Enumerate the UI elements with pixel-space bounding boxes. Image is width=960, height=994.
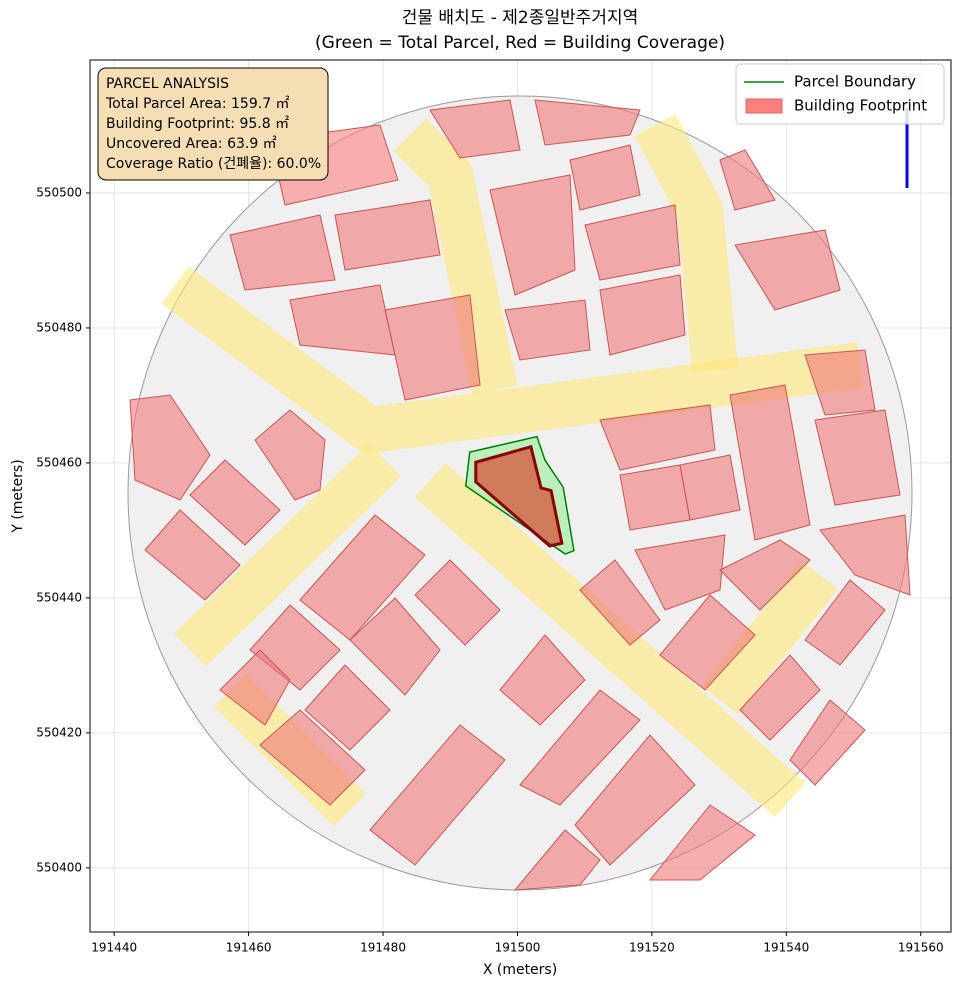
x-tick-label: 191540: [763, 941, 809, 955]
x-axis-label: X (meters): [483, 962, 557, 978]
building: [569, 144, 641, 211]
legend-marker: [745, 98, 783, 114]
building: [259, 709, 366, 806]
road: [393, 118, 518, 395]
building: [219, 649, 291, 726]
building: [804, 579, 886, 666]
x-tick-label: 191520: [629, 941, 675, 955]
x-tick-label: 191500: [495, 941, 541, 955]
building: [719, 149, 776, 211]
x-tick-label: 191480: [360, 941, 406, 955]
building: [189, 459, 281, 546]
building: [299, 514, 426, 641]
legend: [735, 63, 945, 125]
parcel-layer: [464, 435, 575, 555]
annotation-line: Uncovered Area: 63.9 ㎡: [106, 136, 277, 152]
building: [384, 294, 481, 401]
annotation-line: Building Footprint: 95.8 ㎡: [106, 116, 289, 132]
legend-label: Parcel Boundary: [794, 73, 916, 91]
annotation-line: Coverage Ratio (건폐율): 60.0%: [106, 156, 321, 172]
building: [584, 204, 681, 281]
building: [304, 664, 391, 751]
y-tick-label: 550440: [36, 590, 82, 604]
building: [369, 724, 506, 866]
building: [129, 394, 211, 501]
annotation-line: Total Parcel Area: 159.7 ㎡: [105, 96, 290, 112]
building: [429, 99, 521, 159]
building: [789, 699, 866, 786]
annotation-line: PARCEL ANALYSIS: [106, 76, 229, 92]
building: [634, 534, 726, 611]
building: [499, 634, 586, 726]
road: [161, 266, 864, 453]
building-footprint: [474, 444, 564, 548]
building: [599, 404, 716, 471]
road: [414, 462, 806, 818]
chart-subtitle: (Green = Total Parcel, Red = Building Co…: [315, 33, 725, 53]
building: [648, 804, 756, 881]
building: [574, 734, 696, 866]
building: [659, 594, 756, 691]
road: [702, 560, 838, 715]
building: [599, 274, 686, 356]
building: [504, 299, 591, 361]
x-tick-label: 191560: [898, 941, 944, 955]
building: [534, 99, 641, 146]
y-axis-label: Y (meters): [10, 459, 26, 533]
y-tick-label: 550460: [36, 455, 82, 469]
axes-frame: [89, 59, 952, 933]
chart-title: 건물 배치도 - 제2종일반주거지역: [402, 8, 638, 28]
annotation: PARCEL ANALYSIS Total Parcel Area: 159.7 …: [105, 76, 321, 172]
building: [144, 509, 241, 601]
legend-items: Parcel Boundary Building Footprint: [744, 73, 927, 115]
building: [619, 464, 691, 531]
x-tick-label: 191440: [91, 941, 137, 955]
building: [414, 559, 501, 646]
annotation-box: [97, 67, 329, 181]
building: [814, 409, 901, 506]
road: [634, 114, 738, 373]
y-tick-label: 550420: [36, 725, 82, 739]
building: [229, 214, 336, 291]
building: [513, 829, 601, 891]
building: [579, 559, 661, 646]
building: [804, 349, 876, 416]
other-buildings: [129, 99, 911, 891]
building: [819, 514, 911, 596]
y-tick-label: 550480: [36, 320, 82, 334]
building: [679, 454, 741, 521]
x-tick-label: 191460: [226, 941, 272, 955]
building: [739, 654, 821, 741]
building: [349, 597, 441, 696]
building: [719, 539, 811, 611]
building: [489, 174, 576, 296]
building: [254, 409, 326, 501]
building: [519, 689, 641, 806]
building: [729, 384, 811, 541]
building: [334, 199, 441, 271]
legend-label: Building Footprint: [794, 97, 927, 115]
road: [173, 443, 402, 667]
y-tick-label: 550500: [36, 185, 82, 199]
building: [734, 229, 841, 311]
y-tick-label: 550400: [36, 860, 82, 874]
